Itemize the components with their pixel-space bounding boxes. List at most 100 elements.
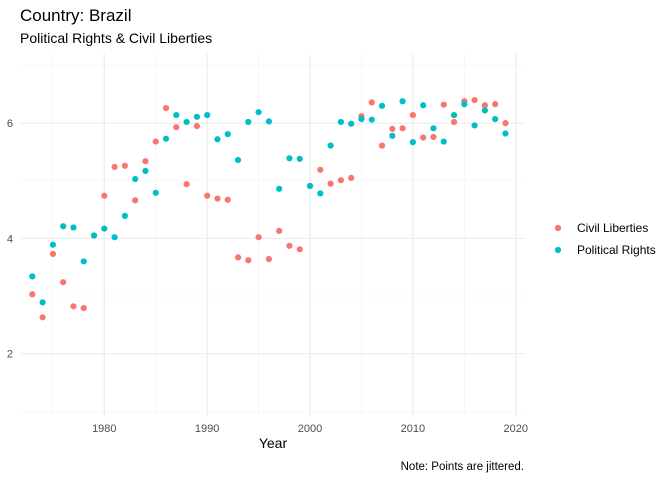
political-rights-point: [306, 182, 314, 190]
civil-liberties-point: [389, 125, 396, 132]
civil-liberties-point: [420, 134, 427, 141]
x-axis-title: Year: [259, 435, 288, 451]
civil-liberties-point: [173, 124, 180, 131]
political-rights-point: [481, 107, 488, 114]
civil-liberties-point: [286, 242, 293, 249]
political-rights-point: [70, 224, 77, 231]
civil-liberties-point: [80, 305, 87, 312]
legend-key-civil-liberties: [554, 224, 562, 232]
y-tick-label: 6: [7, 118, 13, 130]
civil-liberties-point: [111, 163, 118, 171]
civil-liberties-point: [368, 99, 375, 106]
political-rights-point: [142, 167, 149, 175]
political-rights-point: [39, 299, 46, 306]
political-rights-point: [90, 232, 98, 239]
political-rights-point: [132, 175, 139, 183]
political-rights-point: [502, 130, 509, 137]
chart-subtitle: Political Rights & Civil Liberties: [20, 30, 212, 46]
civil-liberties-point: [245, 257, 252, 264]
political-rights-point: [224, 130, 231, 138]
civil-liberties-point: [296, 246, 303, 253]
civil-liberties-point: [471, 97, 478, 104]
political-rights-point: [399, 98, 406, 105]
political-rights-point: [492, 116, 499, 123]
political-rights-point: [409, 139, 416, 146]
political-rights-point: [193, 113, 200, 120]
civil-liberties-point: [152, 138, 159, 145]
civil-liberties-point: [265, 256, 272, 263]
political-rights-point: [461, 101, 468, 108]
civil-liberties-point: [317, 166, 324, 173]
civil-liberties-point: [409, 111, 416, 119]
x-axis-ticks: 1980 1990 2000 2010 2020: [92, 423, 528, 435]
political-rights-point: [296, 155, 303, 162]
y-axis-ticks: 2 4 6: [7, 118, 13, 360]
x-tick-label: 2010: [401, 423, 425, 435]
legend: Civil Liberties Political Rights: [554, 221, 656, 257]
political-rights-point: [49, 241, 56, 248]
civil-liberties-point: [378, 142, 386, 149]
civil-liberties-point: [132, 197, 139, 204]
x-tick-label: 1980: [92, 423, 116, 435]
political-rights-point: [214, 136, 221, 143]
legend-label-political-rights: Political Rights: [577, 243, 656, 257]
x-tick-label: 1990: [195, 423, 219, 435]
civil-liberties-point: [142, 158, 149, 165]
civil-liberties-point: [348, 174, 355, 181]
civil-liberties-point: [337, 177, 344, 184]
civil-liberties-point: [234, 254, 242, 261]
political-rights-point: [450, 111, 458, 119]
political-rights-point: [101, 225, 108, 232]
political-rights-point: [245, 118, 252, 126]
political-rights-point: [420, 102, 427, 109]
political-rights-point: [121, 212, 128, 220]
political-rights-point: [183, 118, 190, 126]
political-rights-point: [286, 155, 293, 162]
civil-liberties-point: [450, 118, 458, 126]
civil-liberties-point: [121, 162, 128, 169]
political-rights-point: [358, 116, 365, 123]
civil-liberties-point: [399, 125, 406, 132]
civil-liberties-point: [255, 234, 262, 241]
political-rights-point: [29, 273, 36, 280]
civil-liberties-point: [430, 133, 437, 141]
x-tick-label: 2000: [298, 423, 322, 435]
political-rights-point: [276, 185, 283, 192]
x-tick-label: 2020: [504, 423, 528, 435]
civil-liberties-point: [204, 192, 211, 199]
chart-caption: Note: Points are jittered.: [401, 461, 524, 473]
political-rights-point: [389, 132, 396, 139]
civil-liberties-point: [440, 101, 447, 108]
political-rights-point: [152, 189, 159, 196]
civil-liberties-point: [70, 303, 77, 310]
political-rights-point: [255, 109, 262, 116]
civil-liberties-point: [101, 192, 108, 199]
political-rights-point: [368, 116, 375, 123]
civil-liberties-point: [492, 101, 499, 108]
political-rights-point: [430, 125, 437, 132]
chart-title: Country: Brazil: [20, 6, 131, 25]
political-rights-point: [317, 190, 324, 197]
political-rights-point: [265, 118, 272, 125]
data-points: [29, 97, 509, 321]
civil-liberties-point: [60, 279, 67, 286]
civil-liberties-point: [29, 291, 36, 298]
political-rights-point: [60, 223, 67, 230]
civil-liberties-point: [224, 196, 231, 203]
political-rights-point: [204, 111, 211, 119]
political-rights-point: [111, 234, 118, 241]
y-tick-label: 2: [7, 349, 13, 361]
legend-key-political-rights: [554, 246, 562, 254]
legend-label-civil-liberties: Civil Liberties: [577, 221, 648, 235]
y-tick-label: 4: [7, 233, 13, 245]
civil-liberties-point: [162, 105, 170, 112]
political-rights-point: [162, 135, 170, 142]
civil-liberties-point: [276, 227, 283, 234]
political-rights-point: [471, 122, 478, 129]
civil-liberties-point: [193, 122, 200, 130]
political-rights-point: [337, 118, 344, 126]
civil-liberties-point: [49, 250, 56, 258]
civil-liberties-point: [481, 102, 488, 109]
political-rights-point: [234, 156, 242, 164]
